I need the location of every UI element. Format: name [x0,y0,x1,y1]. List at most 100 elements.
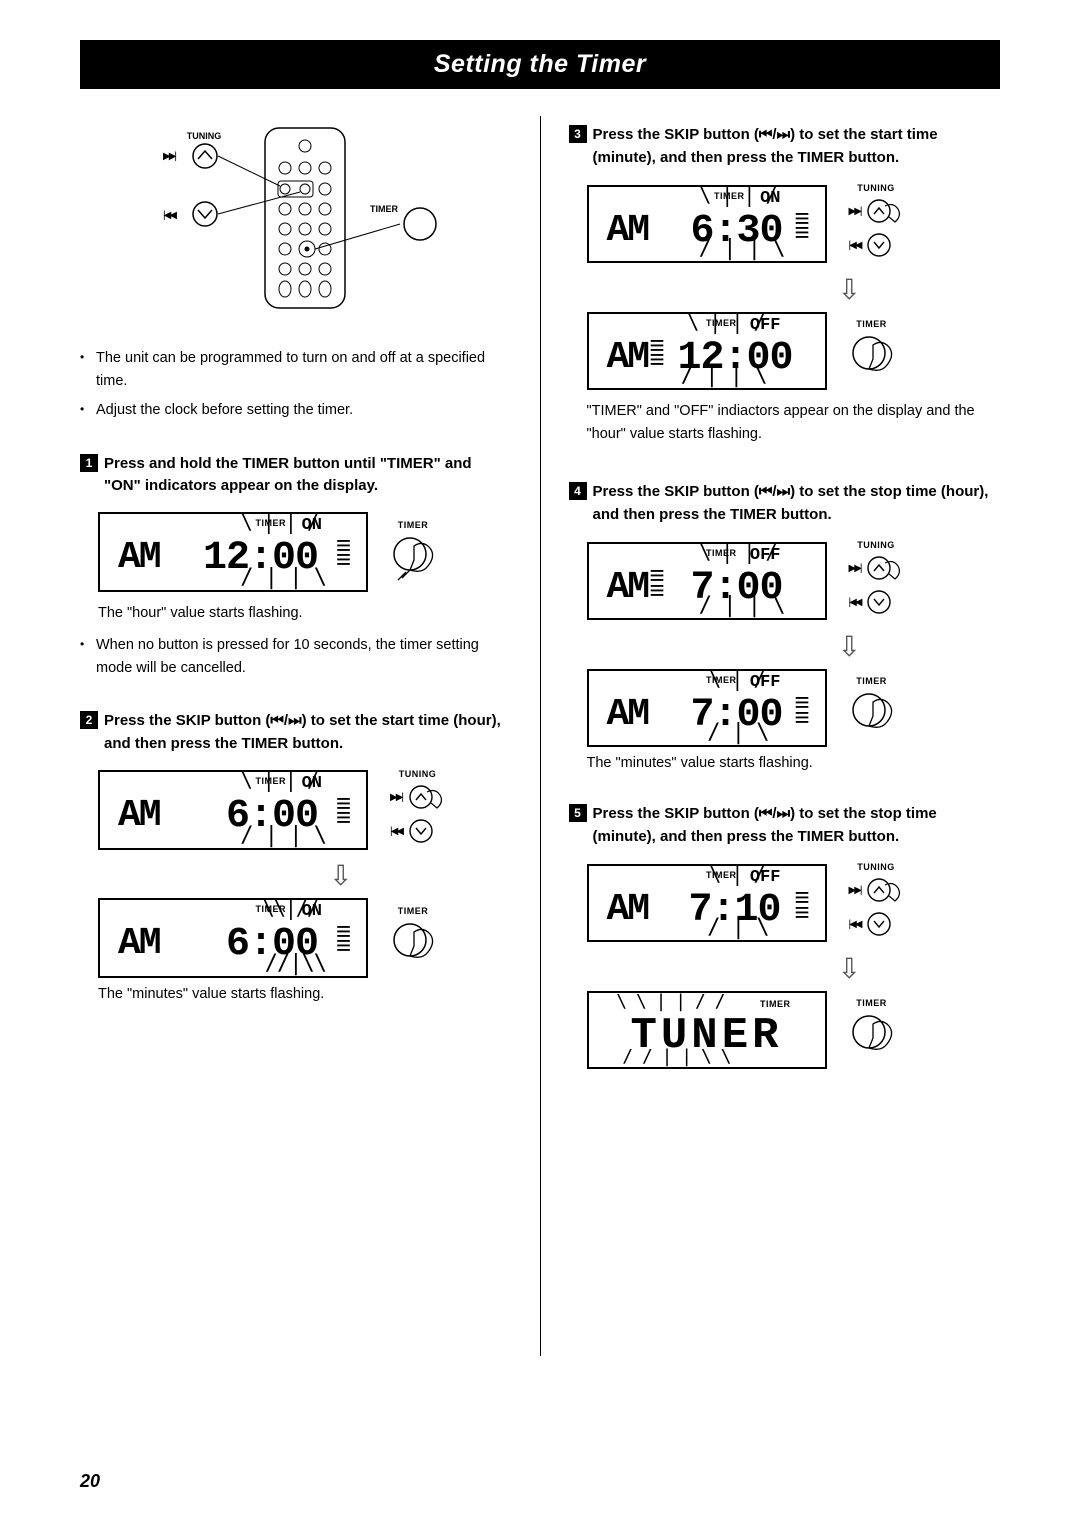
tick-marks-icon: ≡≡ [794,695,809,724]
flash-burst-icon: \ | / [709,862,764,886]
step-number: 4 [569,482,587,500]
step2-caption: The "minutes" value starts flashing. [98,986,512,1002]
step-text: Press the SKIP button (⏮/⏭) to set the s… [593,481,1001,526]
flash-burst-icon: / | | \ [681,363,767,388]
lcd-display: TIMER OFF \ | | / AM ≡≡ 7:00 / | | \ [587,542,827,620]
step-text: Press the SKIP button (⏮/⏭) to set the s… [593,124,1001,169]
flash-burst-icon: \ | | / [241,510,318,534]
timer-button-press-icon: TIMER [388,520,438,584]
tick-marks-icon: ≡≡ [649,568,664,597]
step4-caption: The "minutes" value starts flashing. [587,755,1001,771]
column-divider [540,116,541,1356]
down-arrow-icon: ⇩ [170,859,512,892]
tick-marks-icon: ≡≡ [336,924,351,953]
lcd-display: TIMER ON \\|// AM ≡≡ 6:00 //|\\ [98,898,368,978]
flash-burst-icon: \ | | / [699,183,776,207]
tick-marks-icon: ≡≡ [794,211,809,240]
svg-text:|◀◀: |◀◀ [163,210,177,221]
ampm-text: AM [607,888,649,931]
step4-display1-row: TIMER OFF \ | | / AM ≡≡ 7:00 / | | \ TUN… [569,540,1001,622]
lcd-display: TIMER OFF \ | / AM ≡≡ 7:00 / | \ [587,669,827,747]
flash-burst-icon: / | \ [707,720,768,745]
flash-burst-icon: / | | \ [699,236,785,261]
flash-burst-icon: / | \ [707,915,768,940]
bullet-item: When no button is pressed for 10 seconds… [80,634,512,680]
timer-button-press-icon: TIMER [847,319,897,383]
step4-display2-row: TIMER OFF \ | / AM ≡≡ 7:00 / | \ TIMER [569,669,1001,747]
step2-heading: 2 Press the SKIP button (⏮/⏭) to set the… [80,710,512,755]
flash-burst-icon: //|\\ [265,951,326,976]
tick-marks-icon: ≡≡ [336,538,351,567]
svg-text:▶▶|: ▶▶| [163,151,177,162]
lcd-display: TIMER \ \ | | / / TUNER / / | | \ \ [587,991,827,1069]
flash-burst-icon: / | | \ [240,823,326,848]
lcd-display: TIMER OFF \ | / AM ≡≡ 7:10 / | \ [587,864,827,942]
flash-burst-icon: / | | \ [240,565,326,590]
bullet-item: Adjust the clock before setting the time… [80,399,512,422]
lcd-display: TIMER ON \ | | / AM ≡≡ 12:00 / | | \ [98,512,368,592]
flash-burst-icon: \ | / [709,667,764,691]
flash-burst-icon: \ | | / [699,540,776,564]
step-number: 2 [80,711,98,729]
bullet-item: The unit can be programmed to turn on an… [80,347,512,393]
tuning-buttons-icon: TUNING ▶▶| |◀◀ [390,769,445,851]
right-column: 3 Press the SKIP button (⏮/⏭) to set the… [569,124,1001,1356]
lcd-display: TIMER OFF \ | | / AM ≡≡ 12:00 / | | \ [587,312,827,390]
step-number: 3 [569,125,587,143]
step1-heading: 1 Press and hold the TIMER button until … [80,453,512,498]
step5-heading: 5 Press the SKIP button (⏮/⏭) to set the… [569,803,1001,848]
ampm-text: AM [118,794,160,837]
ampm-text: AM [607,336,649,379]
main-columns: TUNING ▶▶| |◀◀ [80,124,1000,1356]
flash-burst-icon: \ | | / [687,310,764,334]
ampm-text: AM [118,536,160,579]
step1-display-row: TIMER ON \ | | / AM ≡≡ 12:00 / | | \ TIM… [80,512,512,592]
ampm-text: AM [607,566,649,609]
remote-diagram: TUNING ▶▶| |◀◀ [110,124,512,329]
step-text: Press and hold the TIMER button until "T… [104,453,512,498]
step5-display2-row: TIMER \ \ | | / / TUNER / / | | \ \ TIME… [569,991,1001,1069]
step4-heading: 4 Press the SKIP button (⏮/⏭) to set the… [569,481,1001,526]
step1-note: When no button is pressed for 10 seconds… [80,634,512,680]
flash-burst-icon: \ | | / [241,768,318,792]
tuning-buttons-icon: TUNING ▶▶| |◀◀ [849,862,904,944]
lcd-display: TIMER ON \ | | / AM ≡≡ 6:00 / | | \ [98,770,368,850]
tick-marks-icon: ≡≡ [336,796,351,825]
timer-button-press-icon: TIMER [847,998,897,1062]
down-arrow-icon: ⇩ [699,630,1001,663]
lcd-display: TIMER ON \ | | / AM ≡≡ 6:30 / | | \ [587,185,827,263]
flash-burst-icon: \\|// [263,896,318,920]
timer-button-press-icon: TIMER [847,676,897,740]
ampm-text: AM [607,209,649,252]
page-number: 20 [80,1471,100,1492]
timer-button-press-icon: TIMER [388,906,438,970]
ampm-text: AM [118,922,160,965]
timer-label: TIMER [370,204,398,214]
tick-marks-icon: ≡≡ [649,338,664,367]
down-arrow-icon: ⇩ [699,273,1001,306]
tuning-label: TUNING [187,131,222,141]
intro-bullets: The unit can be programmed to turn on an… [80,347,512,423]
flash-burst-icon: / | | \ [699,593,785,618]
ampm-text: AM [607,693,649,736]
step3-heading: 3 Press the SKIP button (⏮/⏭) to set the… [569,124,1001,169]
step1-caption: The "hour" value starts flashing. [98,602,512,625]
timer-indicator: TIMER [760,999,791,1009]
step-text: Press the SKIP button (⏮/⏭) to set the s… [104,710,512,755]
step5-display1-row: TIMER OFF \ | / AM ≡≡ 7:10 / | \ TUNING … [569,862,1001,944]
tuning-buttons-icon: TUNING ▶▶| |◀◀ [849,183,904,265]
down-arrow-icon: ⇩ [699,952,1001,985]
left-column: TUNING ▶▶| |◀◀ [80,124,512,1356]
step-number: 5 [569,804,587,822]
step2-display1-row: TIMER ON \ | | / AM ≡≡ 6:00 / | | \ TUNI… [80,769,512,851]
tuning-buttons-icon: TUNING ▶▶| |◀◀ [849,540,904,622]
tick-marks-icon: ≡≡ [794,890,809,919]
step3-display1-row: TIMER ON \ | | / AM ≡≡ 6:30 / | | \ TUNI… [569,183,1001,265]
flash-burst-icon: / / | | \ \ [622,1046,730,1067]
page-title-bar: Setting the Timer [80,40,1000,89]
flash-burst-icon: \ \ | | / / [616,991,724,1012]
step3-display2-row: TIMER OFF \ | | / AM ≡≡ 12:00 / | | \ TI… [569,312,1001,390]
step3-caption: "TIMER" and "OFF" indiactors appear on t… [587,400,1001,446]
step-text: Press the SKIP button (⏮/⏭) to set the s… [593,803,1001,848]
step2-display2-row: TIMER ON \\|// AM ≡≡ 6:00 //|\\ TIMER [80,898,512,978]
